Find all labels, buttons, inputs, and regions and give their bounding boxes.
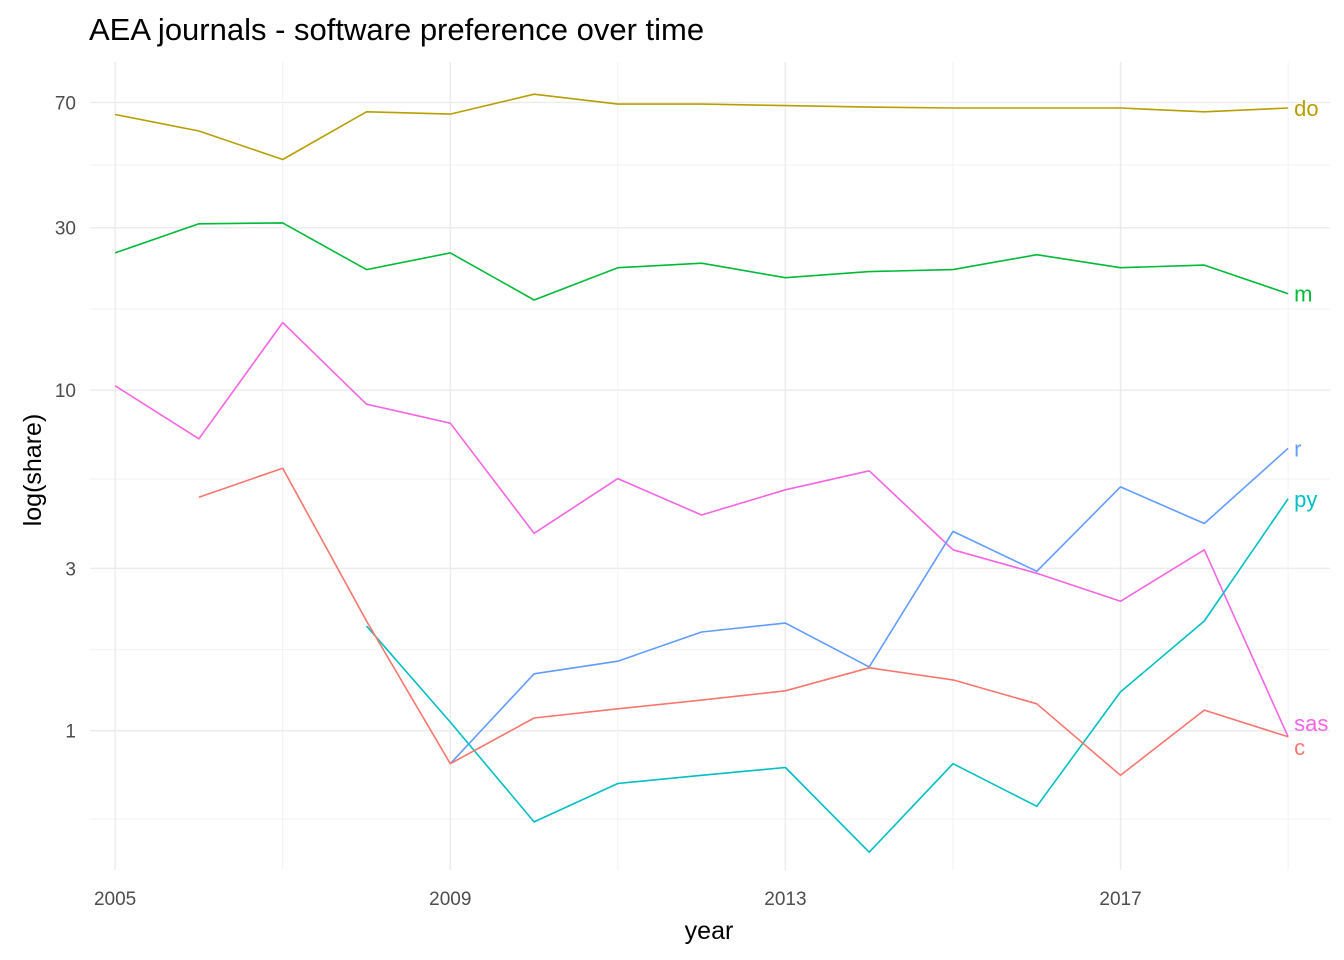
series-lines (114, 93, 1289, 854)
series-end-labels: do m sas r py c (1294, 96, 1328, 760)
y-tick-label: 70 (55, 93, 76, 114)
x-tick-label: 2013 (764, 889, 806, 910)
series-label-do: do (1294, 96, 1318, 121)
series-line-py (365, 498, 1289, 854)
series-line-sas (114, 321, 1289, 738)
series-label-c: c (1294, 735, 1305, 760)
y-tick-label: 1 (65, 722, 76, 743)
chart-title: AEA journals - software preference over … (89, 12, 704, 47)
y-tick-label: 30 (55, 219, 76, 240)
x-tick-label: 2005 (94, 889, 136, 910)
y-axis-ticks: 1 3 10 30 70 (55, 93, 76, 742)
grid (90, 62, 1330, 870)
y-tick-label: 10 (55, 381, 76, 402)
series-line-do (114, 93, 1289, 161)
x-tick-label: 2009 (429, 889, 471, 910)
x-axis-title: year (685, 917, 734, 945)
series-line-m (114, 222, 1289, 301)
series-line-r (449, 447, 1289, 765)
series-label-py: py (1294, 487, 1317, 512)
series-label-r: r (1294, 436, 1301, 461)
y-axis-title: log(share) (19, 414, 47, 527)
series-label-m: m (1294, 282, 1312, 307)
x-tick-label: 2017 (1099, 889, 1141, 910)
series-label-sas: sas (1294, 711, 1328, 736)
x-axis-ticks: 2005 2009 2013 2017 (94, 889, 1142, 910)
series-line-c (198, 467, 1289, 777)
y-tick-label: 3 (65, 559, 76, 580)
